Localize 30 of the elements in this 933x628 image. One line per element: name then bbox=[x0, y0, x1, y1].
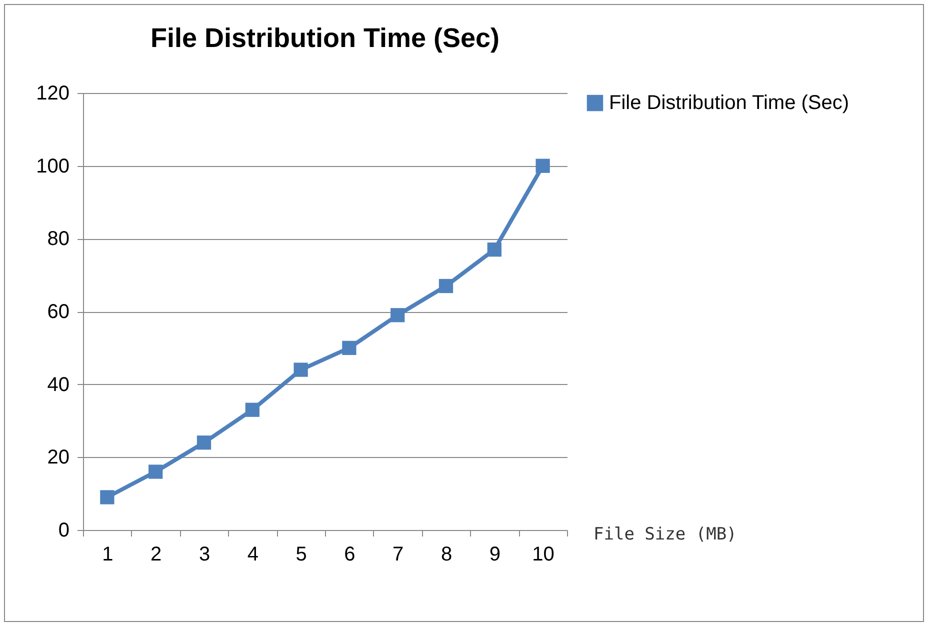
y-tick-label: 40 bbox=[47, 374, 70, 396]
x-axis-title: File Size (MB) bbox=[594, 524, 737, 544]
x-tick-label: 6 bbox=[344, 544, 356, 566]
x-tick-label: 3 bbox=[198, 544, 210, 566]
point bbox=[342, 340, 356, 355]
point bbox=[100, 490, 114, 504]
x-tick-label: 7 bbox=[392, 544, 404, 566]
y-tick-label: 20 bbox=[47, 446, 70, 469]
point bbox=[536, 158, 550, 173]
y-tick-label: 120 bbox=[36, 82, 70, 104]
x-tick-label: 9 bbox=[489, 544, 500, 566]
x-tick-label: 4 bbox=[247, 544, 258, 566]
point bbox=[148, 464, 163, 479]
point bbox=[196, 436, 212, 450]
point bbox=[245, 402, 260, 417]
x-tick-label: 5 bbox=[296, 544, 307, 566]
point bbox=[294, 362, 308, 377]
y-tick-label: 80 bbox=[47, 228, 70, 250]
point bbox=[390, 308, 405, 322]
point bbox=[487, 242, 502, 257]
point bbox=[438, 278, 454, 294]
x-tick-label: 2 bbox=[150, 544, 162, 566]
legend-label: File Distribution Time (Sec) bbox=[609, 92, 850, 114]
x-tick-label: 1 bbox=[102, 544, 114, 566]
x-tick-label: 8 bbox=[440, 544, 452, 566]
chart-title: File Distribution Time (Sec) bbox=[150, 23, 500, 53]
y-tick-label: 100 bbox=[36, 155, 70, 178]
y-tick-label: 0 bbox=[58, 520, 70, 542]
x-tick-label: 10 bbox=[532, 544, 554, 566]
y-tick-label: 60 bbox=[47, 301, 70, 323]
